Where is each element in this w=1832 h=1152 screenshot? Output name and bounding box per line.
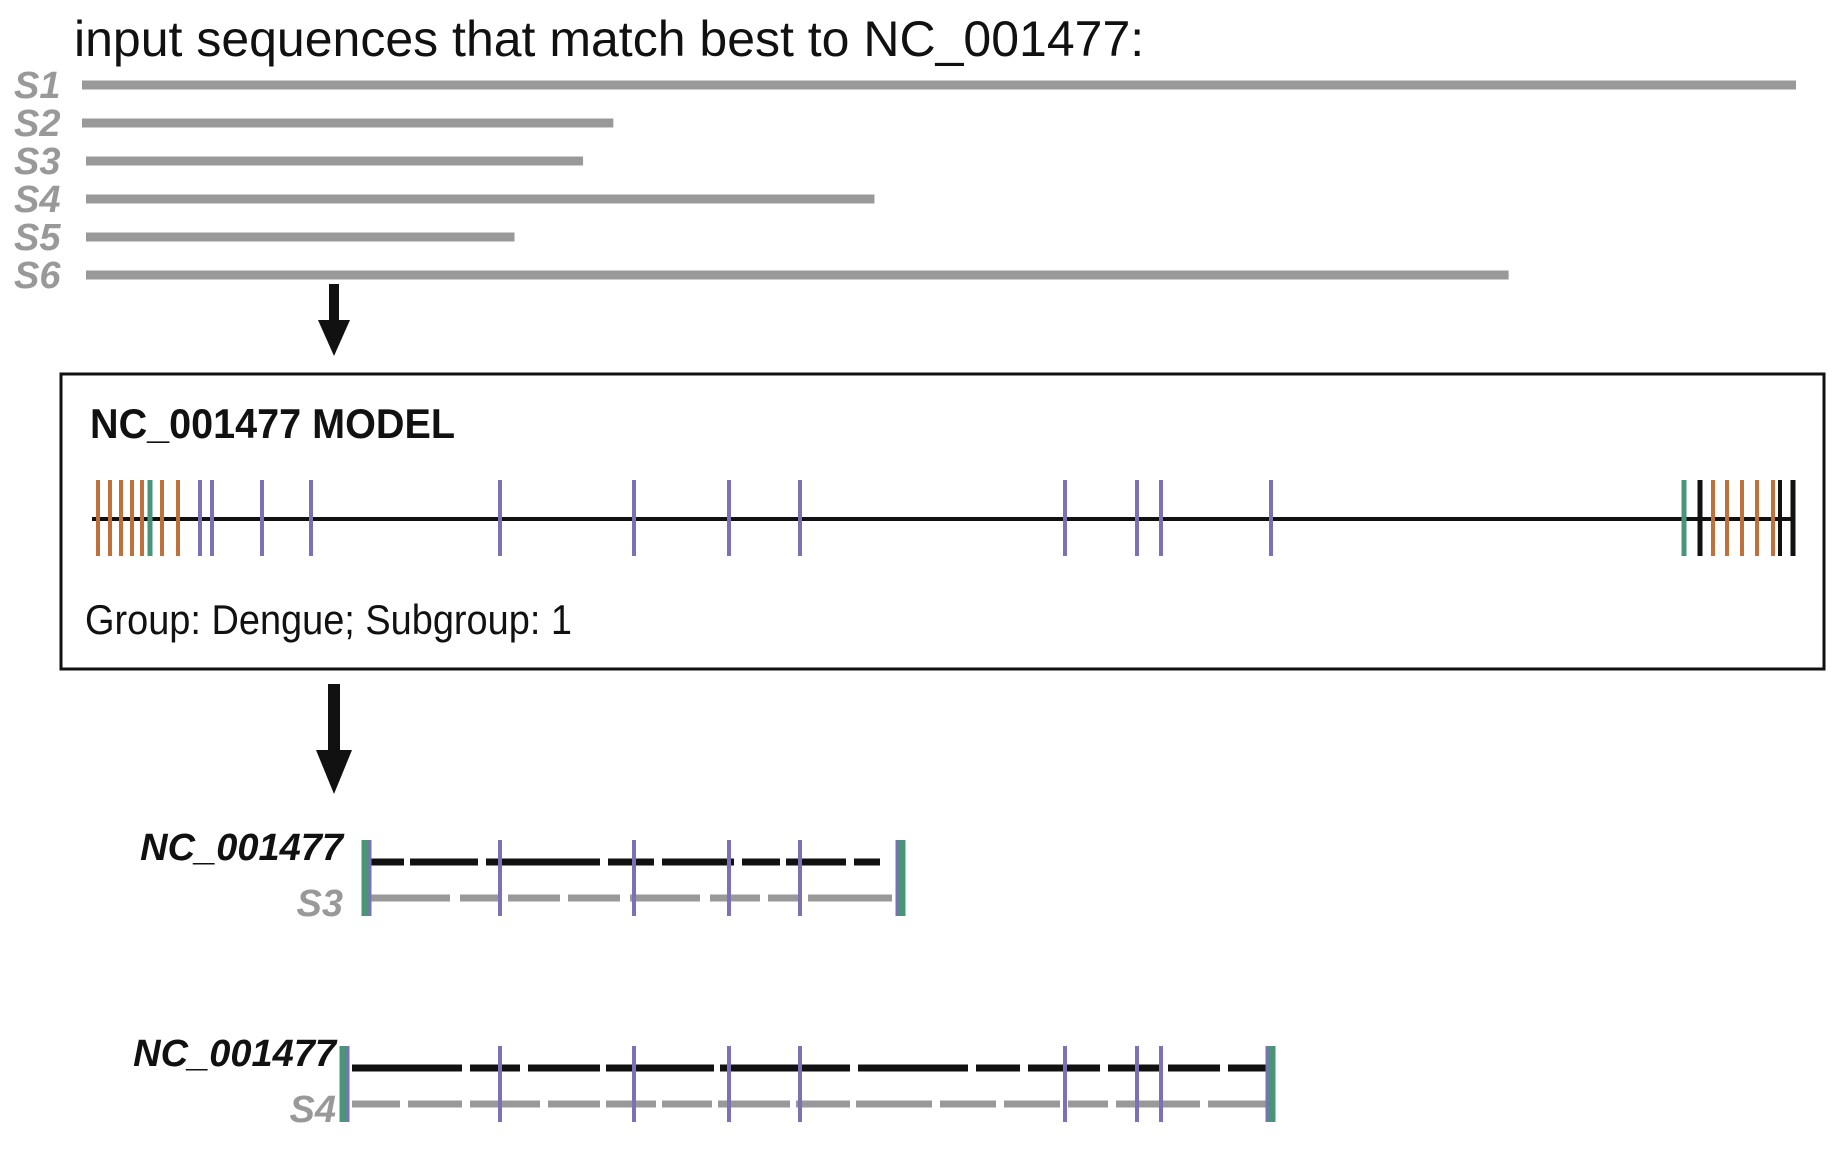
seq-label-s1: S1: [14, 65, 60, 107]
input-sequence-bars: [82, 80, 1796, 280]
seq-label-s6: S6: [14, 255, 61, 297]
header-title: input sequences that match best to NC_00…: [74, 11, 1144, 67]
model-group-label: Group: Dengue; Subgroup: 1: [85, 596, 572, 643]
down-arrow-icon: [318, 284, 350, 356]
alignment-1-reference-label: NC_001477: [140, 827, 345, 869]
alignment-2-track: [339, 1046, 1276, 1122]
alignment-1-track: [361, 840, 906, 916]
seq-label-s3: S3: [14, 141, 60, 183]
alignment-2-reference-label: NC_001477: [133, 1033, 338, 1075]
model-title: NC_001477 MODEL: [90, 400, 455, 447]
seq-label-s5: S5: [14, 217, 61, 259]
model-box: [59, 372, 1826, 671]
seq-label-s2: S2: [14, 103, 60, 145]
model-feature-track: [92, 480, 1796, 556]
alignment-2-query-label: S4: [290, 1089, 336, 1131]
seq-label-s4: S4: [14, 179, 60, 221]
down-arrow-icon: [316, 684, 352, 794]
alignment-1-query-label: S3: [297, 883, 343, 925]
